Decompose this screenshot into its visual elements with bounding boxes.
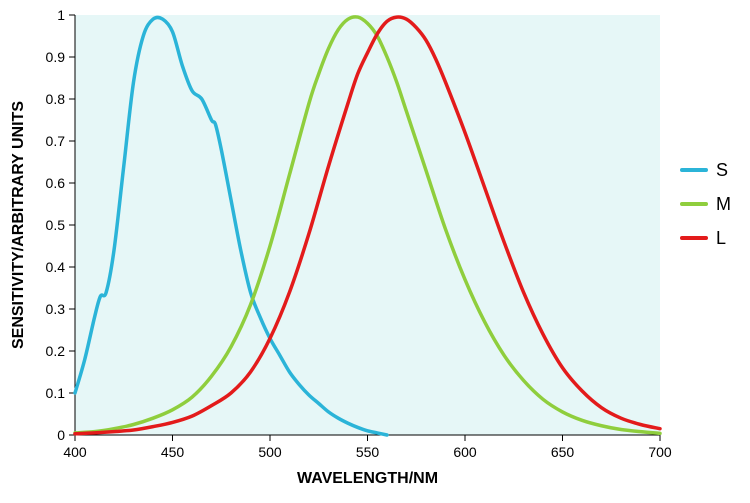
y-tick-label: 0.8 xyxy=(46,91,66,107)
y-tick-label: 0.7 xyxy=(46,133,66,149)
x-tick-label: 550 xyxy=(356,444,380,460)
x-axis-ticks: 400 450 500 550 600 650 700 xyxy=(63,435,672,460)
y-axis-ticks: 0 0.1 0.2 0.3 0.4 0.5 0.6 0.7 0.8 0.9 1 xyxy=(46,7,75,443)
y-axis-title: SENSITIVITY/ARBITRARY UNITS xyxy=(10,101,27,349)
plot-background xyxy=(75,15,660,435)
x-tick-label: 500 xyxy=(258,444,282,460)
x-tick-label: 450 xyxy=(161,444,185,460)
y-tick-label: 0.4 xyxy=(46,259,66,275)
y-tick-label: 1 xyxy=(57,7,65,23)
legend-label-l: L xyxy=(716,228,726,248)
x-tick-label: 400 xyxy=(63,444,87,460)
y-tick-label: 0.6 xyxy=(46,175,66,191)
legend-swatch-m xyxy=(680,202,708,206)
y-tick-label: 0.2 xyxy=(46,343,66,359)
x-axis-title: WAVELENGTH/NM xyxy=(297,470,438,487)
legend-label-m: M xyxy=(716,194,731,214)
y-tick-label: 0.5 xyxy=(46,217,66,233)
chart-svg: 400 450 500 550 600 650 700 0 0.1 0.2 0.3 0.4 0.5 0.… xyxy=(0,0,750,503)
x-tick-label: 650 xyxy=(551,444,575,460)
x-tick-label: 700 xyxy=(648,444,672,460)
y-tick-label: 0.9 xyxy=(46,49,66,65)
cone-sensitivity-chart: 400 450 500 550 600 650 700 0 0.1 0.2 0.3 0.4 0.5 0.… xyxy=(0,0,750,503)
legend-swatch-l xyxy=(680,236,708,240)
legend-label-s: S xyxy=(716,160,728,180)
y-tick-label: 0.1 xyxy=(46,385,66,401)
x-tick-label: 600 xyxy=(453,444,477,460)
legend: SML xyxy=(680,160,731,248)
y-tick-label: 0 xyxy=(57,427,65,443)
y-tick-label: 0.3 xyxy=(46,301,66,317)
legend-swatch-s xyxy=(680,168,708,172)
